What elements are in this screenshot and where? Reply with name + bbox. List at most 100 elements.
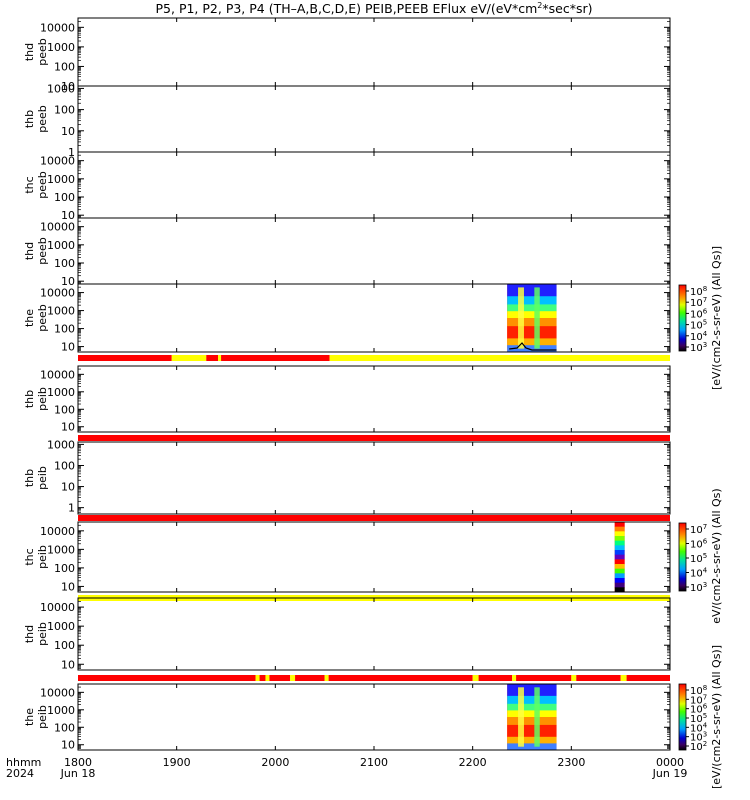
colorbar bbox=[678, 683, 687, 751]
spectrogram-cell bbox=[614, 578, 625, 584]
flag-segment bbox=[576, 675, 621, 681]
panel-thc-peib: 10000 1000 100 10 thc peib bbox=[23, 521, 671, 601]
colorbar bbox=[678, 284, 687, 352]
spectrogram-band bbox=[507, 326, 557, 339]
y-tick-label: 1000 bbox=[47, 239, 75, 252]
y-tick-label: 10000 bbox=[40, 287, 75, 300]
panel-thb-peeb: 1000 100 10 1 thb peeb bbox=[23, 82, 671, 159]
y-tick-label: 10 bbox=[61, 341, 75, 354]
x-end-date: Jun 19 bbox=[652, 767, 688, 780]
panel-species-label: peeb bbox=[36, 237, 49, 265]
panel-frame bbox=[77, 441, 671, 515]
x-tick-label: 0000 bbox=[656, 756, 684, 769]
x-tick-label: 2200 bbox=[459, 756, 487, 769]
panel-species-label: peib bbox=[36, 622, 49, 646]
y-tick-label: 10 bbox=[61, 275, 75, 288]
spectrogram-cell bbox=[614, 573, 625, 579]
x-tick-label: 1800 bbox=[64, 756, 92, 769]
y-tick-label: 100 bbox=[54, 459, 75, 472]
panel-probe-label: the bbox=[23, 309, 36, 327]
colorbar-tick-label: 108 bbox=[690, 285, 707, 298]
x-axis-label-hhmm: hhmm bbox=[6, 756, 41, 769]
y-tick-label: 1000 bbox=[47, 82, 75, 95]
y-tick-label: 1 bbox=[68, 502, 75, 515]
x-axis-label-year: 2024 bbox=[6, 767, 34, 780]
y-tick-label: 100 bbox=[54, 721, 75, 734]
colorbar-tick-label: 102 bbox=[690, 740, 707, 753]
panel-species-label: peeb bbox=[36, 304, 49, 332]
colorbar-tick-label: 106 bbox=[690, 538, 708, 551]
panel-frame bbox=[77, 17, 671, 87]
colorbar-tick-label: 106 bbox=[690, 703, 708, 716]
spectrogram-cell bbox=[614, 582, 625, 588]
panel-probe-label: thc bbox=[23, 176, 36, 193]
colorbar bbox=[678, 522, 687, 592]
panel-species-label: peib bbox=[36, 705, 49, 729]
flag-segment bbox=[255, 675, 260, 681]
flag-segment bbox=[329, 355, 670, 361]
panel-species-label: peeb bbox=[36, 171, 49, 199]
colorbar-tick-label: 104 bbox=[690, 330, 708, 343]
spectrogram-band bbox=[507, 296, 557, 305]
spectrogram-band bbox=[507, 284, 557, 297]
spectrogram-cell bbox=[614, 568, 625, 574]
colorbar-tick-label: 104 bbox=[690, 721, 708, 734]
flag-segment bbox=[221, 355, 330, 361]
panel-probe-label: the bbox=[23, 708, 36, 726]
spectrogram-band bbox=[507, 318, 557, 327]
flag-segment bbox=[265, 675, 270, 681]
y-tick-label: 10 bbox=[61, 421, 75, 434]
y-tick-label: 10 bbox=[61, 739, 75, 752]
flag-segment bbox=[78, 675, 256, 681]
spectrogram-band bbox=[507, 684, 557, 697]
panel-the-peib: 10000 1000 100 10 the peib bbox=[23, 683, 671, 752]
y-tick-label: 10 bbox=[61, 125, 75, 138]
panel-species-label: peeb bbox=[36, 105, 49, 133]
y-tick-label: 10 bbox=[61, 658, 75, 671]
spectrogram-band bbox=[507, 695, 557, 705]
flag-segment bbox=[269, 675, 291, 681]
spectrogram-band bbox=[507, 717, 557, 726]
flag-segment bbox=[206, 355, 219, 361]
y-tick-label: 1000 bbox=[47, 620, 75, 633]
y-tick-label: 1000 bbox=[47, 704, 75, 717]
spectrogram-cell bbox=[614, 531, 625, 537]
x-tick-label: 2300 bbox=[557, 756, 585, 769]
y-tick-label: 1000 bbox=[47, 543, 75, 556]
y-tick-label: 10 bbox=[61, 80, 75, 93]
y-tick-label: 1000 bbox=[47, 438, 75, 451]
figure-title: P5, P1, P2, P3, P4 (TH–A,B,C,D,E) PEIB,P… bbox=[156, 1, 593, 16]
colorbar-tick-label: 104 bbox=[690, 567, 708, 580]
x-start-date: Jun 18 bbox=[60, 767, 96, 780]
panel-probe-label: thd bbox=[23, 625, 36, 643]
colorbar-tick-label: 105 bbox=[690, 552, 707, 565]
panel-frame bbox=[77, 597, 671, 671]
panel-probe-label: thb bbox=[23, 469, 36, 487]
flag-segment bbox=[472, 675, 479, 681]
colorbar-unit-label: [eV/(cm2-s-sr-eV) (All Qs)] bbox=[710, 645, 723, 789]
panel-probe-label: thc bbox=[23, 548, 36, 565]
y-tick-label: 1000 bbox=[47, 386, 75, 399]
spectrogram-band bbox=[507, 304, 557, 312]
panel-frame bbox=[77, 283, 671, 353]
panel-thd-peeb: 10000 1000 100 10 thd peeb bbox=[23, 217, 671, 288]
spectrogram-cell bbox=[614, 559, 625, 565]
y-tick-label: 10000 bbox=[40, 221, 75, 234]
flag-segment bbox=[259, 675, 266, 681]
flag-segment bbox=[328, 675, 473, 681]
panel-thc-peeb: 10000 1000 100 10 thc peeb bbox=[23, 151, 671, 222]
spectrogram-band bbox=[507, 338, 557, 346]
flag-segment bbox=[516, 675, 572, 681]
panel-frame bbox=[77, 521, 671, 593]
panel-probe-label: thb bbox=[23, 110, 36, 128]
spectrogram-cell bbox=[614, 587, 625, 593]
panel-species-label: peib bbox=[36, 387, 49, 411]
x-tick-label: 2100 bbox=[360, 756, 388, 769]
panel-thd-peib: 10000 1000 100 10 thd peib bbox=[23, 597, 671, 681]
panel-frame bbox=[77, 217, 671, 285]
flag-segment bbox=[295, 675, 325, 681]
y-tick-label: 10000 bbox=[40, 368, 75, 381]
